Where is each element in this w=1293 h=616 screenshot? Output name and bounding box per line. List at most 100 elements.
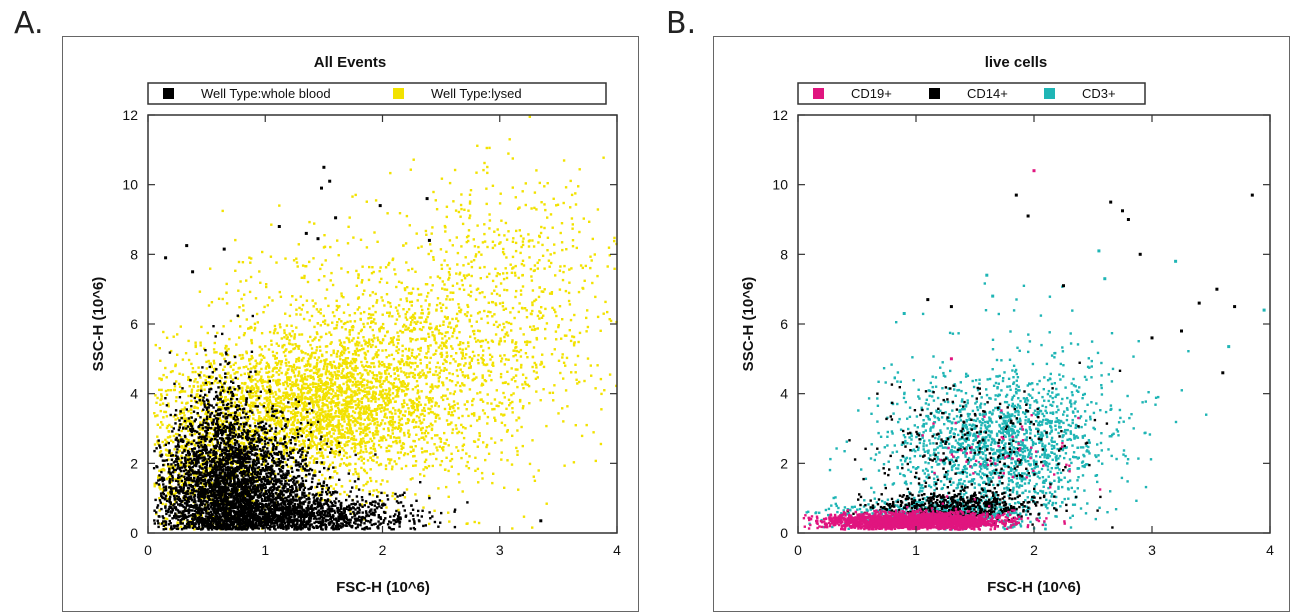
- data-point: [352, 416, 355, 419]
- data-point: [370, 362, 373, 365]
- data-point: [226, 386, 229, 390]
- data-point: [322, 416, 325, 420]
- data-point: [285, 432, 289, 435]
- data-point: [332, 487, 335, 490]
- data-point: [282, 351, 286, 354]
- data-point: [451, 372, 454, 376]
- data-point: [290, 324, 293, 327]
- data-point: [562, 270, 565, 274]
- data-point: [354, 391, 357, 394]
- data-point: [257, 453, 261, 456]
- data-point: [312, 461, 316, 464]
- data-point: [271, 350, 275, 354]
- data-point: [300, 443, 303, 446]
- data-point: [336, 389, 339, 392]
- data-point: [466, 311, 469, 314]
- data-point: [267, 436, 271, 440]
- data-point: [410, 401, 413, 404]
- data-point: [490, 437, 493, 440]
- data-point: [270, 375, 273, 379]
- data-point: [387, 354, 391, 357]
- data-point: [329, 402, 333, 405]
- data-point: [527, 245, 531, 248]
- data-point: [403, 323, 406, 327]
- data-point: [166, 477, 169, 480]
- data-point: [435, 308, 438, 311]
- data-point: [553, 243, 556, 246]
- data-point: [171, 464, 174, 467]
- plot-area: [152, 115, 618, 531]
- data-point: [410, 300, 414, 303]
- data-point: [347, 337, 350, 340]
- data-point: [254, 359, 257, 362]
- data-point: [455, 369, 459, 372]
- data-point: [510, 271, 514, 274]
- data-point: [325, 399, 329, 402]
- data-point: [301, 378, 305, 381]
- data-point: [293, 337, 296, 340]
- data-point: [183, 390, 187, 393]
- data-point: [319, 441, 323, 444]
- data-point: [438, 276, 442, 280]
- data-point: [295, 448, 299, 451]
- data-point: [413, 373, 416, 377]
- data-point: [388, 261, 391, 265]
- data-point: [378, 330, 381, 333]
- data-point: [319, 377, 322, 381]
- data-point: [326, 439, 329, 443]
- data-point: [471, 399, 474, 403]
- data-point: [464, 427, 467, 430]
- data-point: [372, 445, 375, 448]
- data-point: [503, 424, 507, 427]
- data-point: [347, 422, 351, 425]
- data-point: [467, 293, 470, 296]
- data-point: [219, 424, 223, 427]
- data-point: [351, 325, 355, 328]
- data-point: [284, 354, 287, 358]
- data-point: [378, 385, 382, 388]
- data-point: [521, 190, 524, 193]
- data-point: [348, 455, 352, 458]
- data-point: [424, 299, 427, 302]
- data-point: [410, 330, 414, 333]
- data-point: [375, 417, 378, 421]
- data-point: [574, 424, 577, 427]
- data-point: [337, 450, 340, 454]
- data-point: [613, 239, 616, 243]
- data-point: [543, 267, 546, 270]
- data-point: [430, 437, 434, 440]
- data-point: [609, 319, 613, 323]
- data-point: [285, 358, 288, 361]
- data-point: [317, 375, 320, 379]
- data-point: [441, 280, 444, 283]
- data-point: [249, 434, 252, 437]
- data-point: [445, 438, 448, 442]
- data-point: [338, 384, 341, 388]
- data-point: [371, 313, 375, 316]
- data-point: [324, 259, 327, 262]
- data-point: [251, 392, 255, 395]
- data-point: [290, 389, 293, 392]
- legend-swatch-lysed: [393, 88, 404, 99]
- data-point: [347, 338, 351, 342]
- data-point: [503, 396, 506, 399]
- data-point: [368, 392, 371, 396]
- data-point: [528, 402, 531, 405]
- data-point: [311, 382, 315, 386]
- data-point: [205, 412, 208, 416]
- data-point: [276, 411, 279, 414]
- data-point: [500, 219, 503, 222]
- data-point: [330, 443, 333, 447]
- data-point: [427, 431, 430, 435]
- data-point: [368, 406, 371, 410]
- data-point: [330, 365, 333, 368]
- data-point: [348, 400, 351, 403]
- data-point: [241, 353, 244, 357]
- data-point: [182, 408, 185, 411]
- data-point: [437, 414, 440, 417]
- data-point: [388, 366, 391, 370]
- data-point: [594, 295, 597, 299]
- data-point: [225, 376, 229, 379]
- data-point: [390, 412, 394, 415]
- data-point: [360, 380, 364, 383]
